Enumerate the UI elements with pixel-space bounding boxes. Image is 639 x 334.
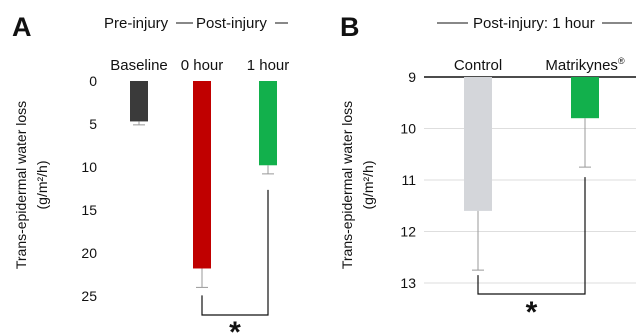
panel-a-significance-star: * bbox=[229, 316, 241, 334]
panel-b-ytick-label: 9 bbox=[408, 69, 416, 85]
panel-a-bar bbox=[130, 81, 148, 122]
panel-b-letter: B bbox=[340, 12, 360, 42]
panel-b-significance-bracket bbox=[477, 177, 586, 295]
panel-a-ytick-label: 0 bbox=[89, 73, 97, 89]
panel-b-bar bbox=[571, 77, 599, 119]
panel-b-ytick-label: 10 bbox=[400, 121, 416, 137]
panel-a-ytick-label: 25 bbox=[81, 288, 97, 304]
panel-a-ytick-label: 5 bbox=[89, 116, 97, 132]
panel-b-significance-star: * bbox=[526, 296, 538, 329]
panel-b-bar bbox=[464, 77, 492, 211]
panel-b-category-label: Matrikynes® bbox=[545, 56, 625, 74]
panel-a-category-label: 0 hour bbox=[181, 57, 224, 74]
panel-a-plot: 0 5 10 15 20 25 Baseline 0 hour 1 hour * bbox=[81, 57, 289, 334]
panel-a-category-label: Baseline bbox=[110, 57, 168, 74]
panel-b-registered-mark: ® bbox=[618, 56, 625, 66]
panel-b-ylabel-line2: (g/m²/h) bbox=[360, 161, 376, 210]
panel-b-ytick-label: 12 bbox=[400, 224, 416, 240]
panel-b-ytick-label: 13 bbox=[400, 275, 416, 291]
panel-b-plot: 9 10 11 12 13 Control Matrikynes® * bbox=[400, 56, 636, 329]
panel-b-group-label: Post-injury: 1 hour bbox=[473, 15, 595, 32]
panel-a-ytick-label: 15 bbox=[81, 202, 97, 218]
panel-a-ytick-label: 20 bbox=[81, 245, 97, 261]
panel-a-group-label-pre: Pre-injury bbox=[104, 15, 169, 32]
panel-b-ytick-label: 11 bbox=[401, 172, 416, 188]
panel-a-ytick-label: 10 bbox=[81, 159, 97, 175]
panel-b-category-label: Control bbox=[454, 57, 502, 74]
panel-a-ylabel-line2: (g/m²/h) bbox=[34, 161, 50, 210]
panel-b-ylabel-line1: Trans-epidermal water loss bbox=[339, 101, 355, 269]
panel-a-ylabel-line1: Trans-epidermal water loss bbox=[13, 101, 29, 269]
panel-a-significance-bracket bbox=[201, 189, 269, 316]
panel-a-group-label-post: Post-injury bbox=[196, 15, 267, 32]
panel-a-letter: A bbox=[12, 12, 32, 42]
panel-a-bar bbox=[259, 81, 277, 166]
panel-a-category-label: 1 hour bbox=[247, 57, 290, 74]
panel-a-bar bbox=[193, 81, 211, 269]
